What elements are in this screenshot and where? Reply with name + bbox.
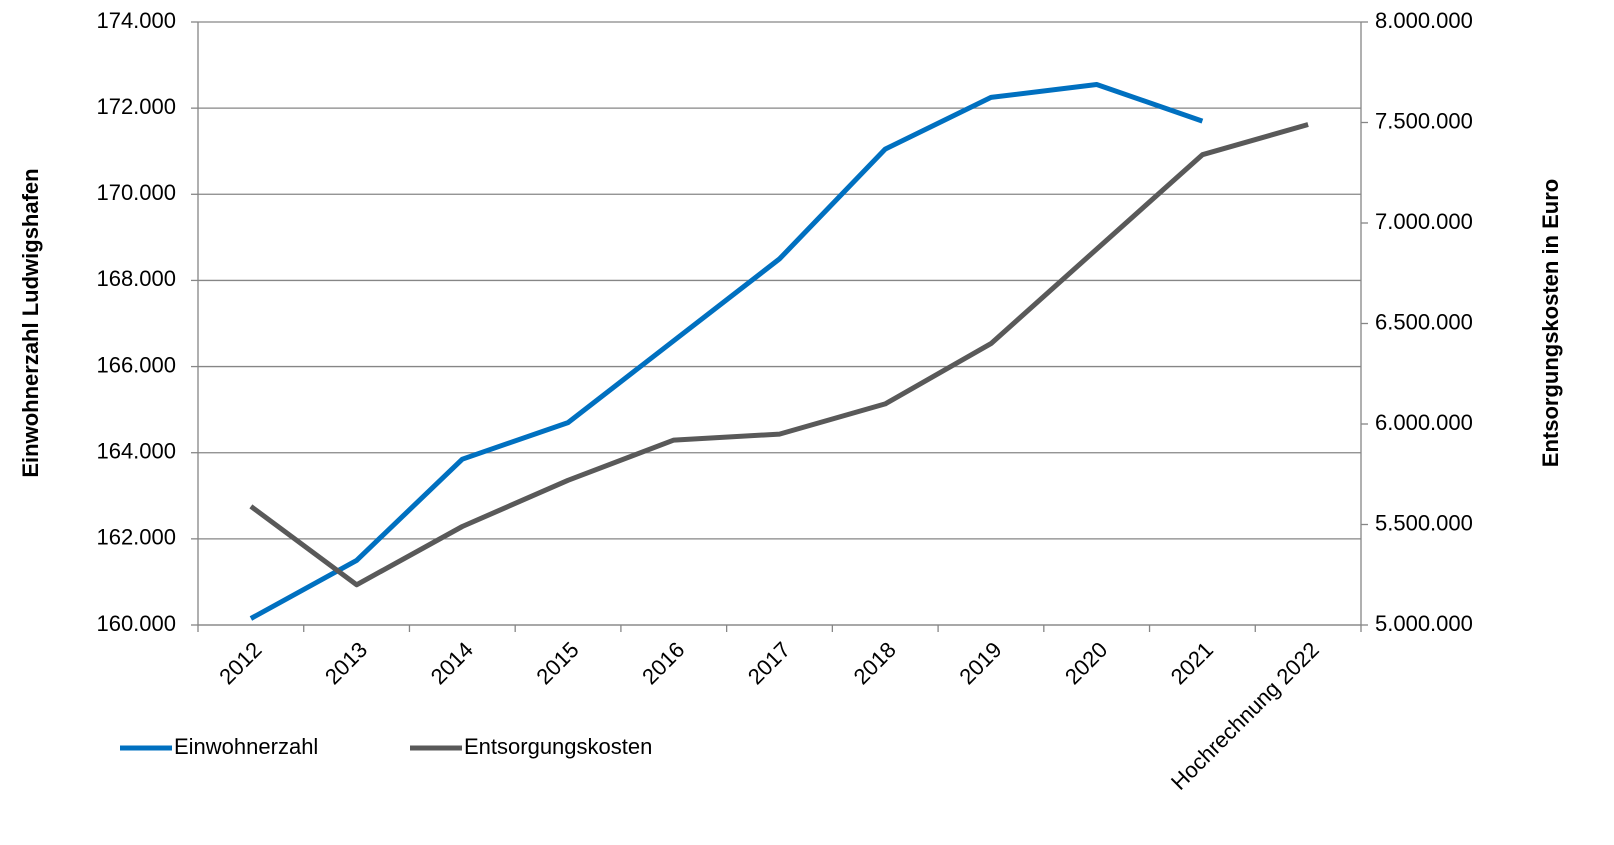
x-tick-label: 2019	[954, 637, 1006, 689]
x-tick-label: 2012	[214, 637, 266, 689]
legend-label: Einwohnerzahl	[174, 734, 318, 759]
x-tick-label: 2016	[637, 637, 689, 689]
y-tick-label: 170.000	[96, 180, 176, 205]
x-tick-label: 2017	[743, 637, 795, 689]
y-tick-label: 162.000	[96, 525, 176, 550]
y-tick-label: 174.000	[96, 8, 176, 33]
y-tick-label: 164.000	[96, 439, 176, 464]
legend-label: Entsorgungskosten	[464, 734, 652, 759]
x-tick-label: 2021	[1166, 637, 1218, 689]
y2-tick-label: 5.000.000	[1375, 611, 1473, 636]
y-axis-label: Einwohnerzahl Ludwigshafen	[18, 168, 43, 477]
x-tick-label: 2018	[849, 637, 901, 689]
y-tick-label: 172.000	[96, 94, 176, 119]
y2-tick-label: 6.000.000	[1375, 410, 1473, 435]
series-line	[249, 122, 1309, 588]
y2-axis-label: Entsorgungskosten in Euro	[1538, 179, 1563, 467]
y2-tick-label: 8.000.000	[1375, 8, 1473, 33]
y-tick-label: 168.000	[96, 266, 176, 291]
x-tick-label: 2013	[320, 637, 372, 689]
x-tick-label: 2020	[1060, 637, 1112, 689]
y2-tick-label: 6.500.000	[1375, 309, 1473, 334]
y2-tick-label: 5.500.000	[1375, 510, 1473, 535]
y-tick-label: 160.000	[96, 611, 176, 636]
x-tick-label: 2014	[426, 637, 478, 689]
y-tick-label: 166.000	[96, 352, 176, 377]
y2-tick-label: 7.500.000	[1375, 108, 1473, 133]
series-line	[249, 82, 1204, 621]
x-tick-label: 2015	[531, 637, 583, 689]
y2-tick-label: 7.000.000	[1375, 209, 1473, 234]
